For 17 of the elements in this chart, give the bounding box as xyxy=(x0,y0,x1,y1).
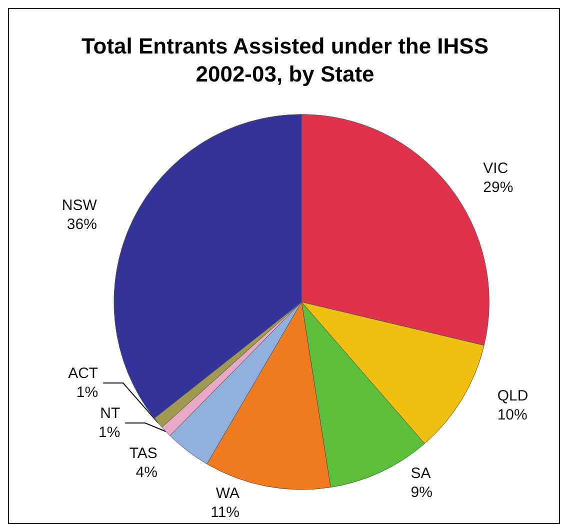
slice-label: VIC xyxy=(483,160,508,178)
slice-label: NSW xyxy=(62,196,98,214)
data-label: 1% xyxy=(76,384,98,401)
chart-title: Total Entrants Assisted under the IHSS 2002-03, by State xyxy=(81,34,489,86)
data-label: 36% xyxy=(66,216,97,233)
data-label: 10% xyxy=(497,406,528,424)
data-label: 9% xyxy=(410,484,432,501)
data-label: 11% xyxy=(210,504,240,521)
slice-label: ACT xyxy=(68,365,98,382)
data-label: 1% xyxy=(98,424,120,441)
slice-label: QLD xyxy=(497,387,528,404)
data-label: 29% xyxy=(483,179,514,196)
slice-label: NT xyxy=(100,405,120,422)
data-label: 4% xyxy=(136,464,158,481)
slice-label: WA xyxy=(216,485,240,502)
slice-label: TAS xyxy=(129,445,158,462)
slice-label: SA xyxy=(410,464,431,482)
